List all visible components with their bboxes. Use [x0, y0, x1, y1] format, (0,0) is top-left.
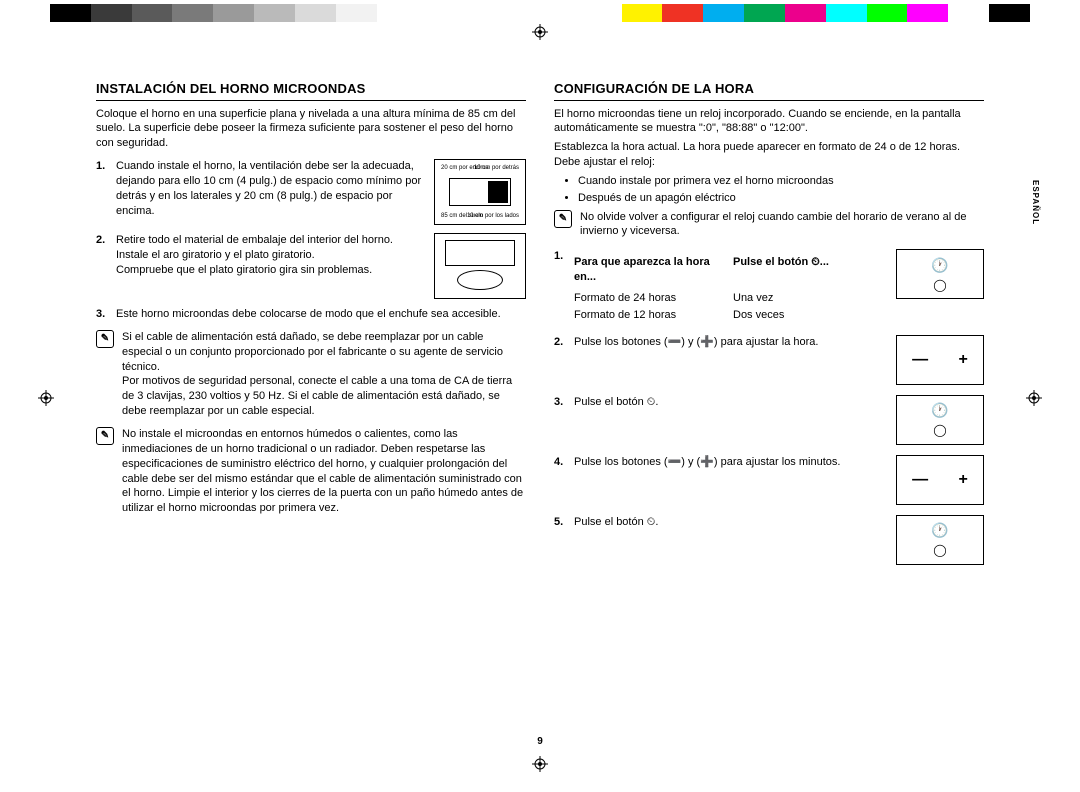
table-cell: Dos veces — [733, 308, 882, 323]
heading-clock: CONFIGURACIÓN DE LA HORA — [554, 80, 984, 101]
table-head: Para que aparezca la hora en... — [574, 255, 723, 285]
clock-step-1: 1. Para que aparezca la hora en... Pulse… — [554, 249, 984, 324]
bullet-item: Cuando instale por primera vez el horno … — [578, 174, 984, 189]
clock-step: 5.Pulse el botón ⏲.🕐◯ — [554, 515, 984, 565]
clock-icon: 🕐 — [931, 521, 948, 540]
button-panel-clock: 🕐◯ — [896, 515, 984, 565]
fig-label: 10 cm por los lados — [467, 212, 519, 220]
circle-icon: ◯ — [933, 277, 946, 293]
registration-mark-bottom — [532, 756, 548, 772]
minus-icon: — — [912, 349, 928, 371]
step-text: Este horno microondas debe colocarse de … — [116, 307, 526, 322]
heading-install: INSTALACIÓN DEL HORNO MICROONDAS — [96, 80, 526, 101]
step-text: Cuando instale el horno, la ventilación … — [116, 159, 422, 225]
table-cell: Formato de 24 horas — [574, 291, 723, 306]
left-column: INSTALACIÓN DEL HORNO MICROONDAS Coloque… — [96, 80, 526, 732]
info-icon: ✎ — [96, 330, 114, 348]
right-column: CONFIGURACIÓN DE LA HORA El horno microo… — [554, 80, 984, 732]
clock-icon: 🕐 — [931, 401, 948, 420]
step-text: Pulse los botones (➖) y (➕) para ajustar… — [574, 335, 882, 350]
warning-note-1: ✎ Si el cable de alimentación está dañad… — [96, 330, 526, 419]
step-number: 1. — [96, 159, 110, 225]
install-step-1: 1. Cuando instale el horno, la ventilaci… — [96, 159, 526, 225]
note-text: No olvide volver a configurar el reloj c… — [580, 210, 984, 240]
clock-note: ✎ No olvide volver a configurar el reloj… — [554, 210, 984, 240]
button-panel-plusminus: —+ — [896, 335, 984, 385]
note-text: Si el cable de alimentación está dañado,… — [122, 330, 526, 419]
page-number: 9 — [0, 735, 1080, 749]
print-color-strip — [50, 4, 1030, 22]
clock-intro-1: El horno microondas tiene un reloj incor… — [554, 107, 984, 137]
registration-mark-right — [1026, 390, 1042, 406]
registration-mark-top — [532, 24, 548, 40]
fig-label: 10 cm por detrás — [474, 164, 519, 172]
install-step-3: 3. Este horno microondas debe colocarse … — [96, 307, 526, 322]
info-icon: ✎ — [554, 210, 572, 228]
note-text: No instale el microondas en entornos húm… — [122, 427, 526, 516]
language-tab: ESPAÑOL — [1029, 180, 1040, 225]
step-text: Pulse los botones (➖) y (➕) para ajustar… — [574, 455, 882, 470]
step-number: 2. — [554, 335, 568, 350]
minus-icon: — — [912, 469, 928, 491]
info-icon: ✎ — [96, 427, 114, 445]
table-head: Pulse el botón ⏲... — [733, 255, 882, 285]
step-text: Pulse el botón ⏲. — [574, 515, 882, 530]
install-intro: Coloque el horno en una superficie plana… — [96, 107, 526, 152]
clock-step: 2. Pulse los botones (➖) y (➕) para ajust… — [554, 335, 984, 385]
step-text: Pulse el botón ⏲. — [574, 395, 882, 410]
circle-icon: ◯ — [933, 542, 946, 558]
install-step-2: 2. Retire todo el material de embalaje d… — [96, 233, 526, 299]
step-number: 3. — [554, 395, 568, 410]
step-number: 4. — [554, 455, 568, 470]
step-number: 2. — [96, 233, 110, 299]
step-number: 3. — [96, 307, 110, 322]
bullet-item: Después de un apagón eléctrico — [578, 191, 984, 206]
clock-intro-2: Establezca la hora actual. La hora puede… — [554, 140, 984, 170]
clearance-diagram: 20 cm por encima 10 cm por detrás 85 cm … — [434, 159, 526, 225]
page-content: INSTALACIÓN DEL HORNO MICROONDAS Coloque… — [96, 80, 984, 732]
clock-step: 4. Pulse los botones (➖) y (➕) para ajust… — [554, 455, 984, 505]
warning-note-2: ✎ No instale el microondas en entornos h… — [96, 427, 526, 516]
plus-icon: + — [958, 469, 967, 491]
clock-bullets: Cuando instale por primera vez el horno … — [578, 174, 984, 206]
step-number: 5. — [554, 515, 568, 530]
step-text: Retire todo el material de embalaje del … — [116, 234, 393, 246]
table-cell: Una vez — [733, 291, 882, 306]
turntable-diagram — [434, 233, 526, 299]
circle-icon: ◯ — [933, 422, 946, 438]
button-panel-clock: 🕐 ◯ — [896, 249, 984, 299]
step-extra: Instale el aro giratorio y el plato gira… — [116, 249, 372, 276]
clock-icon: 🕐 — [931, 256, 948, 275]
plus-icon: + — [958, 349, 967, 371]
table-cell: Formato de 12 horas — [574, 308, 723, 323]
registration-mark-left — [38, 390, 54, 406]
button-panel-clock: 🕐◯ — [896, 395, 984, 445]
clock-step: 3.Pulse el botón ⏲.🕐◯ — [554, 395, 984, 445]
button-panel-plusminus: —+ — [896, 455, 984, 505]
